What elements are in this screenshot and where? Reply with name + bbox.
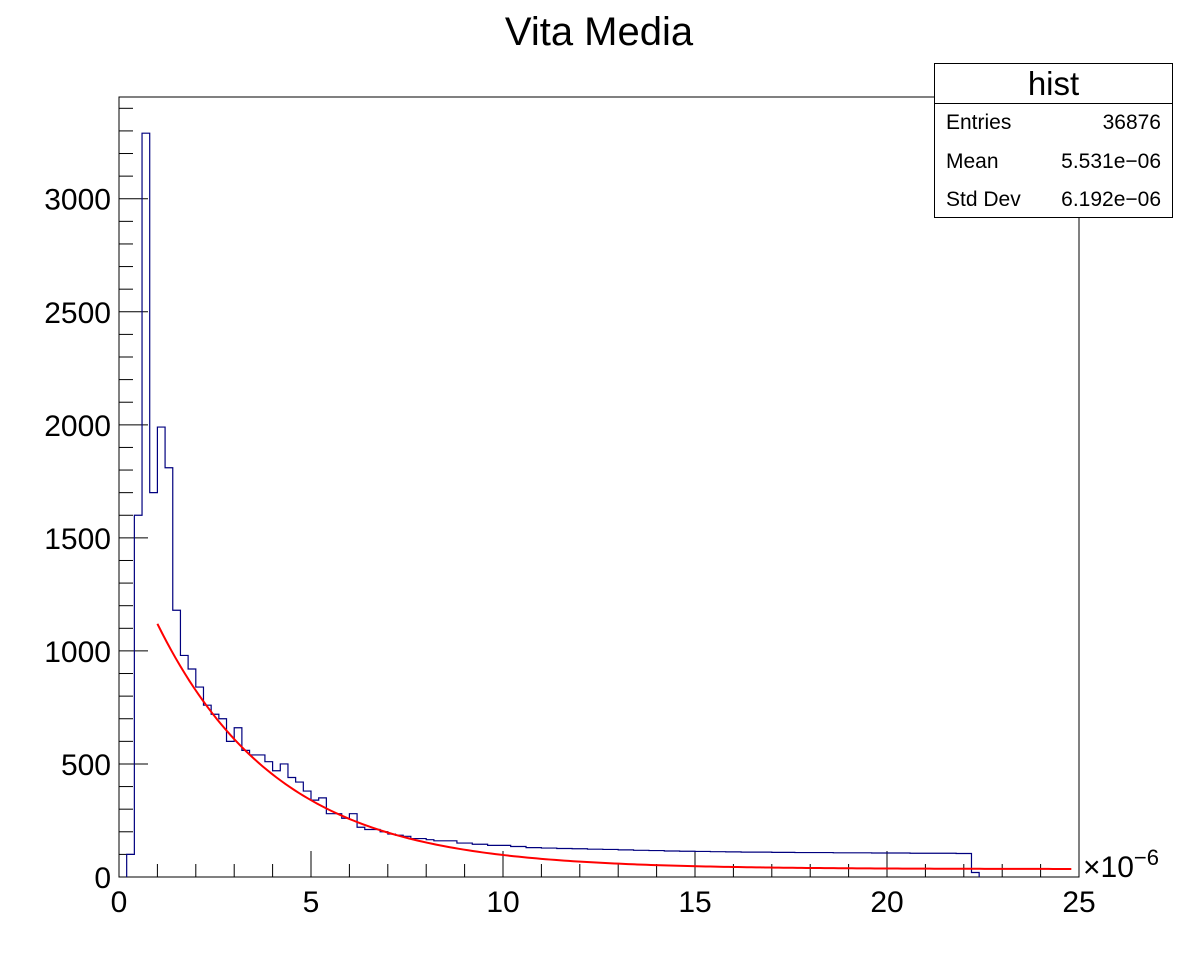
stats-label: Std Dev — [946, 188, 1021, 211]
histogram-series — [126, 132, 980, 877]
stats-box: hist Entries 36876 Mean 5.531e−06 Std De… — [934, 63, 1173, 218]
stats-value: 36876 — [1102, 111, 1161, 134]
stats-row-entries: Entries 36876 — [935, 104, 1172, 143]
stats-row-stddev: Std Dev 6.192e−06 — [935, 181, 1172, 220]
x-tick-label: 15 — [678, 886, 711, 919]
stats-row-mean: Mean 5.531e−06 — [935, 143, 1172, 182]
chart-title: Vita Media — [504, 10, 694, 54]
y-tick-label: 3000 — [44, 184, 111, 217]
y-tick-label: 500 — [61, 749, 111, 782]
stats-label: Entries — [946, 111, 1012, 134]
x-tick-label: 5 — [303, 886, 320, 919]
y-tick-label: 2000 — [44, 410, 111, 443]
y-tick-label: 1500 — [44, 523, 111, 556]
x-tick-label: 25 — [1062, 886, 1095, 919]
stats-box-title: hist — [935, 64, 1172, 104]
stats-value: 6.192e−06 — [1061, 188, 1161, 211]
y-tick-labels: 0 500 1000 1500 2000 2500 3000 — [44, 184, 111, 895]
x-tick-label: 0 — [111, 886, 128, 919]
fit-curve — [156, 623, 1072, 870]
y-tick-label: 0 — [94, 862, 111, 895]
plot-frame — [118, 96, 1080, 878]
stats-value: 5.531e−06 — [1061, 149, 1161, 173]
x-tick-label: 20 — [870, 886, 903, 919]
x-tick-label: 10 — [486, 886, 519, 919]
y-tick-label: 2500 — [44, 297, 111, 330]
x-axis-multiplier: ×10−6 — [1083, 845, 1159, 884]
x-tick-labels: 0 5 10 15 20 25 — [111, 886, 1096, 919]
y-tick-label: 1000 — [44, 636, 111, 669]
stats-label: Mean — [946, 149, 999, 173]
axis-ticks — [118, 107, 1080, 878]
